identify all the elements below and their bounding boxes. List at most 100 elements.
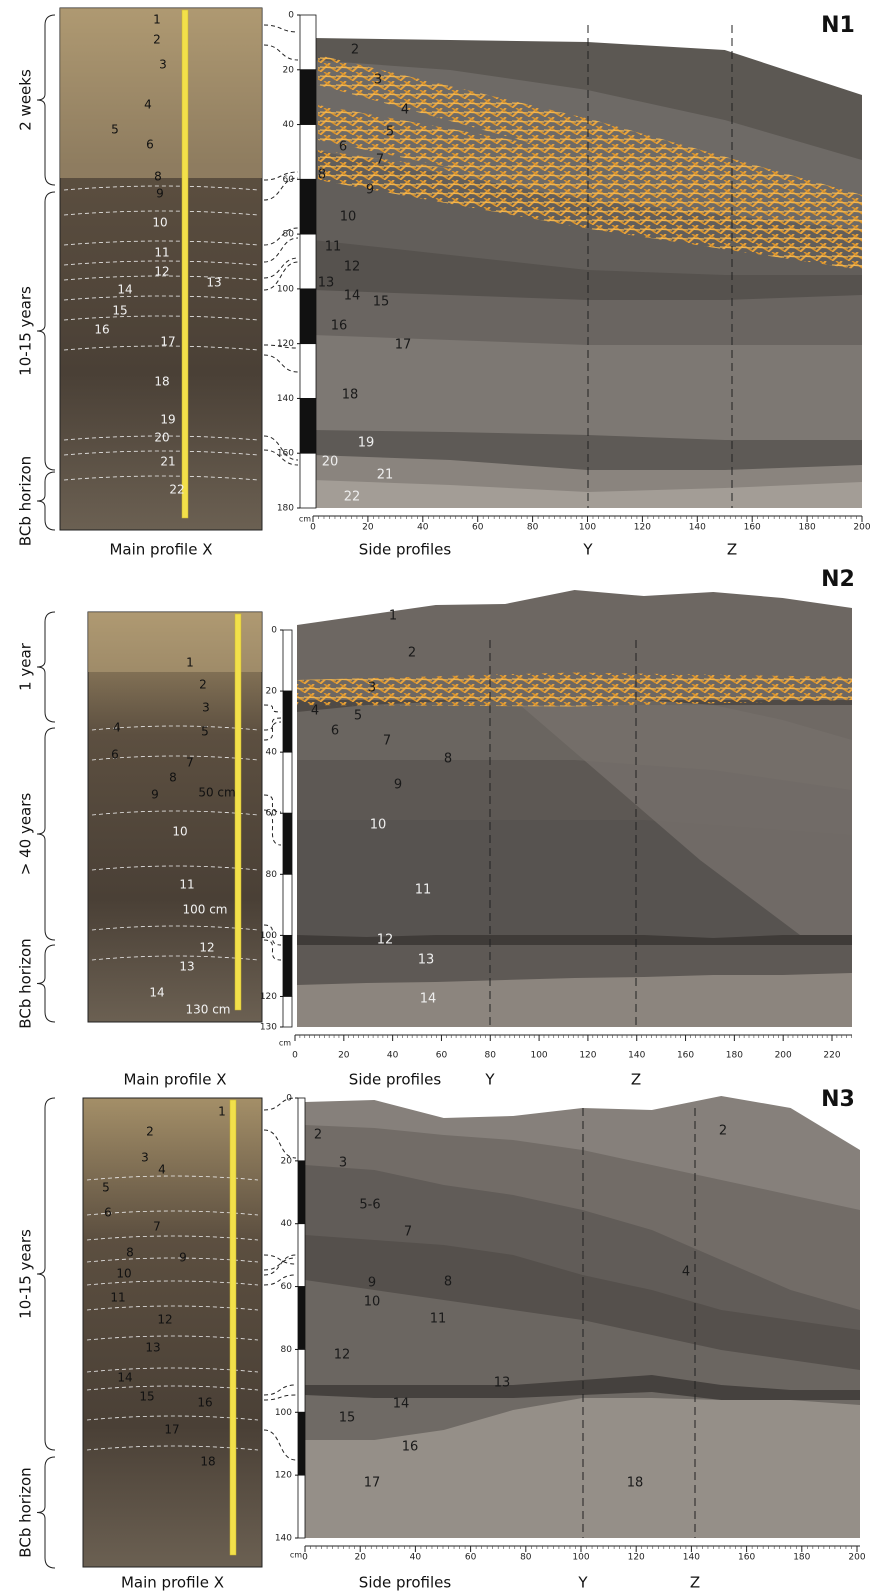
horizon-line — [63, 450, 259, 456]
x-tick-label: 160 — [744, 523, 761, 533]
layer-label: 2 — [314, 1128, 322, 1143]
photo-layer-label: 17 — [164, 1423, 179, 1437]
photo-layer-label: 5 — [201, 725, 209, 739]
photo-layer-label: 6 — [146, 138, 154, 152]
photo-layer-label: 20 — [154, 431, 169, 445]
x-tick-label: 40 — [410, 1553, 422, 1563]
layer-label: 6 — [339, 140, 347, 155]
photo-layer-label: 3 — [202, 701, 210, 715]
depth-tick-label: 140 — [275, 1534, 292, 1544]
x-tick-label: 0 — [310, 523, 316, 533]
layer-label: 11 — [430, 1312, 447, 1327]
measuring-tape — [181, 9, 189, 519]
photo-layer-label: 14 — [117, 283, 132, 297]
depth-segment — [282, 690, 293, 753]
connector — [263, 1394, 297, 1401]
x-tick-label: 140 — [689, 523, 706, 533]
connector — [263, 1129, 297, 1159]
layer-label: 22 — [344, 490, 361, 505]
photo-layer-label: 22 — [169, 483, 184, 497]
photo-layer-label: 6 — [111, 748, 119, 762]
layer-label: 15 — [339, 1411, 356, 1426]
photo-layer-label: 13 — [206, 276, 221, 290]
photo-layer-label: 50 cm — [198, 786, 235, 800]
root-mat — [318, 150, 862, 270]
layer-label: 1 — [389, 609, 397, 624]
horizon-line — [63, 345, 259, 351]
z-profile-label: Z — [631, 1071, 641, 1089]
photo-layer-label: 17 — [160, 335, 175, 349]
x-tick-label: 100 — [530, 1051, 547, 1061]
x-tick-label: 200 — [853, 523, 870, 533]
layer-label: 12 — [344, 260, 361, 275]
panel-title: N2 — [821, 567, 855, 592]
photo-layer-label: 13 — [145, 1341, 160, 1355]
layer-label: 4 — [682, 1265, 690, 1280]
x-tick-label: 180 — [799, 523, 816, 533]
connector — [263, 809, 282, 846]
photo-layer-label: 7 — [153, 1220, 161, 1234]
horizon-line — [63, 435, 259, 441]
depth-tick-label: 0 — [286, 1094, 292, 1104]
x-tick-label: 20 — [354, 1553, 366, 1563]
depth-segment — [299, 124, 317, 180]
layer-label: 21 — [377, 468, 394, 483]
layer-label: 7 — [404, 1225, 412, 1240]
age-label: 10-15 years — [17, 1229, 35, 1319]
age-label: BCb horizon — [17, 1467, 35, 1557]
soil-layer — [297, 973, 852, 1027]
horizon-line — [86, 1367, 259, 1373]
connector — [263, 261, 299, 291]
depth-segment — [282, 873, 293, 936]
connector — [263, 24, 299, 33]
depth-tick-label: 100 — [260, 931, 277, 941]
depth-tick-label: 140 — [277, 394, 294, 404]
horizon-line — [63, 315, 259, 321]
photo-layer-label: 4 — [113, 721, 121, 735]
x-tick-label: 80 — [485, 1051, 497, 1061]
age-bracket — [36, 944, 56, 1023]
x-tick-label: 40 — [387, 1051, 399, 1061]
horizon-line — [63, 260, 259, 266]
layer-label: 10 — [364, 1295, 381, 1310]
depth-unit: cm — [299, 515, 311, 524]
age-label: 1 year — [17, 642, 35, 691]
photo-layer-label: 6 — [104, 1206, 112, 1220]
photo-layer-label: 12 — [154, 265, 169, 279]
depth-segment — [297, 1474, 306, 1539]
z-profile-label: Z — [727, 541, 737, 559]
layer-label: 4 — [311, 704, 319, 719]
layer-label: 3 — [339, 1156, 347, 1171]
side-caption: Side profiles — [359, 541, 452, 559]
horizon-line — [86, 1175, 259, 1181]
age-label: 2 weeks — [17, 69, 35, 131]
age-bracket — [36, 1097, 56, 1451]
connector — [263, 237, 299, 263]
measuring-tape — [234, 613, 242, 1011]
horizon-line — [86, 1210, 259, 1216]
horizon-line — [86, 1280, 259, 1286]
y-profile-label: Y — [484, 1071, 495, 1089]
horizon-line — [86, 1235, 259, 1241]
layer-label: 12 — [334, 1348, 351, 1363]
horizon-line — [86, 1305, 259, 1311]
photo-layer-label: 3 — [159, 58, 167, 72]
x-tick-label: 200 — [775, 1051, 792, 1061]
depth-segment — [299, 452, 317, 509]
layer-label: 7 — [376, 153, 384, 168]
connector — [263, 257, 299, 279]
x-tick-label: 0 — [292, 1051, 298, 1061]
depth-tick-label: 40 — [283, 120, 295, 130]
x-tick-label: 120 — [628, 1553, 645, 1563]
depth-tick-label: 40 — [266, 748, 278, 758]
connector — [263, 1384, 297, 1396]
connector — [263, 704, 282, 713]
measuring-tape — [229, 1099, 237, 1556]
photo-layer-label: 8 — [154, 170, 162, 184]
age-bracket — [36, 1456, 56, 1569]
root-mat — [318, 55, 862, 225]
connector — [263, 721, 282, 741]
photo-layer-label: 12 — [157, 1313, 172, 1327]
layer-label: 14 — [420, 992, 437, 1007]
layer-label: 2 — [408, 646, 416, 661]
